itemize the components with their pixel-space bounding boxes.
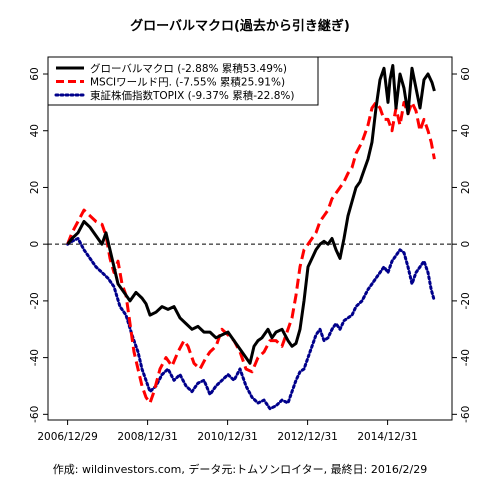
- y-tick-label-left: 40: [29, 124, 41, 137]
- legend-entry-msci-world-label: MSCIワールド円. (-7.55% 累積25.91%): [90, 76, 285, 89]
- y-tick-label-right: 40: [460, 124, 472, 137]
- series-line-global-macro: [66, 64, 436, 365]
- series-line-msci-world: [66, 100, 436, 405]
- y-tick-label-left: -40: [29, 349, 41, 366]
- y-tick-label-left: -60: [29, 406, 41, 423]
- x-tick-label: 2012/12/31: [277, 431, 338, 443]
- axes: -60 -60 -40 -40 -20 -20 0 0 20 20 40 40 60 60 2006/12/…: [29, 56, 472, 443]
- y-tick-label-left: 0: [29, 241, 41, 248]
- x-tick-label: 2010/12/31: [197, 431, 258, 443]
- legend: グローバルマクロ (-2.88% 累積53.49%)MSCIワールド円. (-7…: [47, 56, 319, 106]
- series-line-topix: [66, 237, 436, 411]
- legend-box: [47, 56, 319, 106]
- y-tick-label-left: 20: [29, 181, 41, 194]
- y-tick-label-left: 60: [29, 67, 41, 80]
- x-tick-label: 2008/12/31: [117, 431, 178, 443]
- x-tick-label: 2014/12/31: [357, 431, 418, 443]
- y-tick-label-right: -60: [460, 406, 472, 423]
- source-footer: 作成: wildinvestors.com, データ元:トムソンロイター, 最終…: [53, 462, 427, 476]
- chart-title: グローバルマクロ(過去から引き継ぎ): [130, 18, 350, 34]
- x-tick-label: 2006/12/29: [37, 431, 98, 443]
- legend-entry-global-macro-label: グローバルマクロ (-2.88% 累積53.49%): [90, 62, 287, 75]
- y-tick-label-right: 20: [460, 181, 472, 194]
- y-tick-label-right: -20: [460, 292, 472, 309]
- y-tick-label-right: -40: [460, 349, 472, 366]
- y-tick-label-left: -20: [29, 292, 41, 309]
- legend-entry-topix-label: 東証株価指数TOPIX (-9.37% 累積-22.8%): [90, 89, 294, 102]
- y-tick-label-right: 0: [460, 241, 472, 248]
- y-tick-label-right: 60: [460, 67, 472, 80]
- plot-area: [48, 64, 452, 411]
